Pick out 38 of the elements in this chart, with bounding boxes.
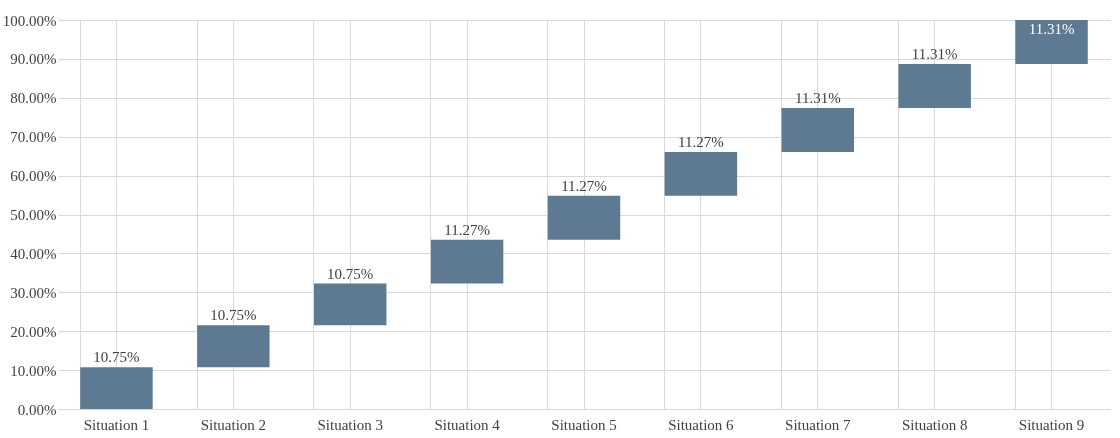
x-tick-label: Situation 8 <box>901 416 968 433</box>
data-label: 11.31% <box>911 46 958 63</box>
bar <box>547 195 621 240</box>
y-tick-label: 90.00% <box>10 51 57 68</box>
data-label: 10.75% <box>93 349 140 366</box>
bar <box>80 367 153 409</box>
y-tick-label: 30.00% <box>10 284 57 301</box>
bar <box>1015 20 1088 65</box>
data-label: 11.31% <box>1028 21 1075 38</box>
bar <box>664 152 738 196</box>
x-tick-label: Situation 7 <box>785 416 851 433</box>
data-label: 11.27% <box>444 221 490 238</box>
y-tick-label: 20.00% <box>10 323 57 340</box>
y-tick-label: 70.00% <box>10 129 57 146</box>
x-tick-label: Situation 4 <box>434 416 501 433</box>
data-label: 11.27% <box>561 177 607 194</box>
y-tick-label: 10.00% <box>10 362 57 379</box>
bar <box>313 283 387 326</box>
y-tick-label: 0.00% <box>17 401 57 418</box>
y-tick-label: 50.00% <box>10 207 57 223</box>
bar <box>197 325 270 368</box>
x-tick-label: Situation 6 <box>668 416 735 433</box>
data-label: 11.27% <box>678 134 724 151</box>
x-tick-label: Situation 2 <box>200 416 267 433</box>
y-tick-label: 40.00% <box>10 245 57 262</box>
y-tick-label: 60.00% <box>10 168 57 185</box>
y-tick-label: 80.00% <box>10 90 57 107</box>
bar <box>898 64 971 109</box>
x-tick-label: Situation 5 <box>551 416 617 433</box>
bar <box>781 108 855 153</box>
y-tick-label: 100.00% <box>2 12 57 29</box>
x-tick-label: Situation 1 <box>83 416 150 433</box>
x-tick-label: Situation 3 <box>317 416 383 433</box>
data-label: 10.75% <box>210 307 257 324</box>
data-label: 11.31% <box>794 90 841 107</box>
data-label: 10.75% <box>327 265 374 282</box>
x-tick-label: Situation 9 <box>1018 416 1085 433</box>
bar <box>430 239 504 284</box>
